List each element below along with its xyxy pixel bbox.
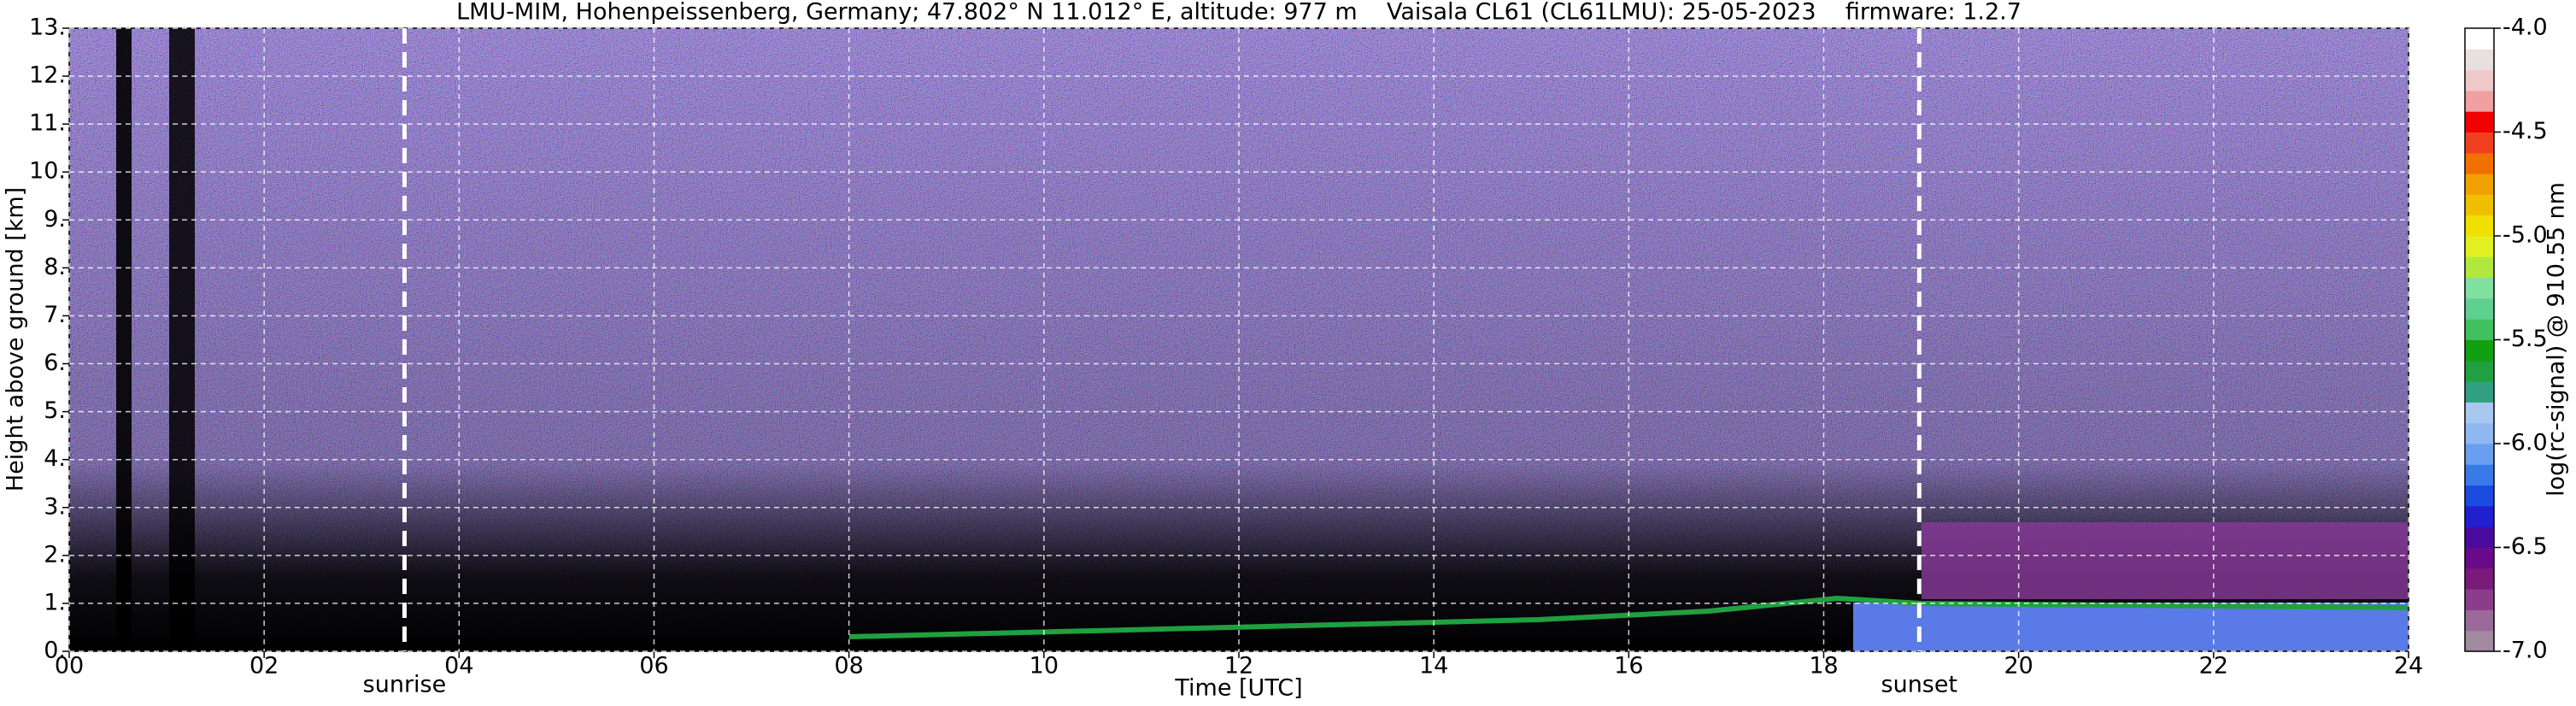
y-axis-label: Height above ground [km] xyxy=(3,187,29,491)
y-tick-label: 13. xyxy=(29,15,66,41)
colorbar-segment xyxy=(2465,256,2494,279)
colorbar-tick-label: -4.0 xyxy=(2503,15,2548,41)
x-tick-label: 20 xyxy=(2004,653,2033,680)
y-tick-label: 4. xyxy=(44,445,66,472)
colorbar-segment xyxy=(2465,505,2494,527)
x-tick-label: 14 xyxy=(1419,653,1448,680)
colorbar-tick-label: -7.0 xyxy=(2503,638,2548,664)
x-tick-label: 00 xyxy=(55,653,84,680)
colorbar-segment xyxy=(2465,381,2494,403)
x-tick-label: 12 xyxy=(1224,653,1253,680)
y-tick-label: 8. xyxy=(44,254,66,280)
annotation-label: sunrise xyxy=(363,672,447,698)
x-tick-label: 02 xyxy=(249,653,279,680)
y-tick-label: 1. xyxy=(44,589,66,615)
y-tick-label: 11. xyxy=(29,110,66,137)
colorbar-tick-label: -6.5 xyxy=(2503,533,2548,560)
x-tick-label: 16 xyxy=(1614,653,1643,680)
y-tick-label: 6. xyxy=(44,350,66,376)
annotation-label: sunset xyxy=(1881,672,1958,698)
colorbar-segment xyxy=(2465,236,2494,257)
x-tick-label: 06 xyxy=(639,653,668,680)
y-tick-label: 0. xyxy=(44,638,66,664)
chart-title: LMU-MIM, Hohenpeissenberg, Germany; 47.8… xyxy=(456,0,2021,26)
y-tick-label: 10. xyxy=(29,158,66,185)
colorbar-segment xyxy=(2465,589,2494,610)
y-tick-label: 2. xyxy=(44,541,66,568)
colorbar-segment xyxy=(2465,319,2494,340)
colorbar-segment xyxy=(2465,28,2494,50)
colorbar-segment xyxy=(2465,277,2494,299)
colorbar-segment xyxy=(2465,609,2494,632)
x-tick-label: 04 xyxy=(444,653,473,680)
colorbar-segment xyxy=(2465,152,2494,174)
colorbar-segment xyxy=(2465,547,2494,569)
colorbar-tick-label: -5.5 xyxy=(2503,326,2548,352)
y-tick-label: 9. xyxy=(44,206,66,232)
y-tick-label: 5. xyxy=(44,397,66,424)
colorbar-segment xyxy=(2465,527,2494,548)
x-tick-label: 22 xyxy=(2199,653,2228,680)
y-tick-label: 12. xyxy=(29,62,66,89)
colorbar-label: log(rc-signal) @ 910.55 nm xyxy=(2544,182,2570,497)
x-tick-label: 08 xyxy=(834,653,863,680)
colorbar-segment xyxy=(2465,464,2494,486)
colorbar-segment xyxy=(2465,90,2494,112)
colorbar-segment xyxy=(2465,194,2494,216)
x-axis-label: Time [UTC] xyxy=(1174,675,1302,702)
colorbar-segment xyxy=(2465,444,2494,465)
colorbar-segment xyxy=(2465,215,2494,237)
y-tick-label: 3. xyxy=(44,493,66,520)
colorbar-segment xyxy=(2465,132,2494,154)
x-tick-label: 18 xyxy=(1809,653,1838,680)
colorbar-segment xyxy=(2465,402,2494,424)
colorbar-segment xyxy=(2465,297,2494,320)
colorbar-segment xyxy=(2465,485,2494,507)
colorbar-tick-label: -5.0 xyxy=(2503,222,2548,249)
colorbar-segment xyxy=(2465,568,2494,590)
colorbar-segment xyxy=(2465,360,2494,382)
x-tick-label: 24 xyxy=(2394,653,2423,680)
colorbar-segment xyxy=(2465,422,2494,444)
colorbar-tick-label: -6.0 xyxy=(2503,430,2548,456)
y-tick-label: 7. xyxy=(44,302,66,328)
colorbar-segment xyxy=(2465,69,2494,91)
colorbar-segment xyxy=(2465,174,2494,195)
colorbar-segment xyxy=(2465,339,2494,362)
colorbar-segment xyxy=(2465,630,2494,652)
colorbar-segment xyxy=(2465,111,2494,132)
colorbar-segment xyxy=(2465,49,2494,71)
colorbar-tick-label: -4.5 xyxy=(2503,118,2548,144)
x-tick-label: 10 xyxy=(1030,653,1059,680)
